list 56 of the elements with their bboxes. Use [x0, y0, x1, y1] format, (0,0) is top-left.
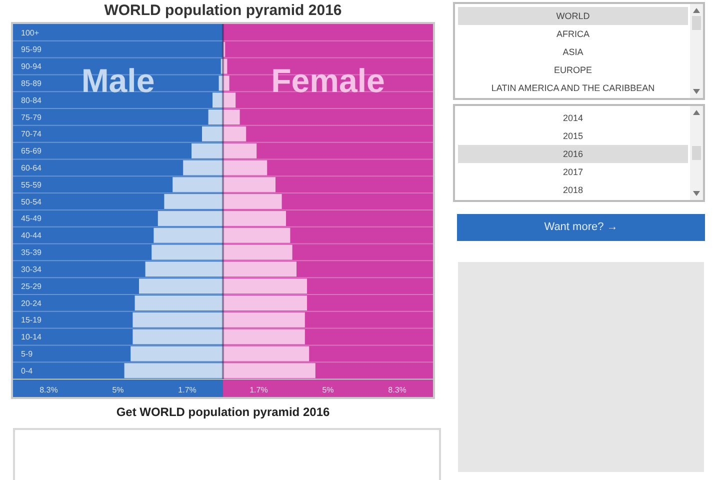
y-tick-label: 10-14	[21, 332, 42, 342]
button: Want more? →	[457, 214, 705, 241]
y-tick-label: 20-24	[21, 298, 42, 308]
y-tick-label: 85-89	[21, 79, 42, 88]
x-tick-label: 5%	[112, 386, 124, 395]
bar	[208, 110, 223, 125]
series-label: Male	[81, 62, 155, 99]
y-tick-label: 70-74	[21, 130, 42, 139]
y-tick-label: 95-99	[21, 45, 42, 54]
bar	[134, 295, 223, 310]
bar	[223, 92, 236, 108]
bar	[223, 363, 316, 378]
bar	[124, 363, 223, 378]
y-tick-label: 25-29	[21, 282, 42, 291]
y-tick-label: 30-34	[21, 264, 42, 274]
x-tick-label: 1.7%	[178, 386, 196, 395]
bar	[223, 278, 307, 294]
y-tick-label: 15-19	[21, 316, 42, 325]
x-tick-label: 8.3%	[40, 386, 58, 395]
year-list: 2014 2015 2016 2017 2018	[453, 104, 705, 202]
series-label: Female	[270, 60, 386, 101]
y-tick-label: 50-54	[21, 197, 42, 206]
bar	[212, 92, 223, 108]
bar	[223, 126, 246, 142]
x-tick-label: 1.7%	[250, 386, 268, 395]
y-tick-label: 5-9	[21, 349, 34, 358]
y-tick-label: 75-79	[21, 112, 42, 122]
y-tick-label: 40-44	[21, 231, 42, 240]
bar	[223, 177, 276, 192]
bar	[158, 210, 223, 226]
x-tick-label: 5%	[322, 386, 334, 395]
bar	[154, 228, 223, 243]
bar	[223, 295, 307, 310]
y-tick-label: 0-4	[21, 366, 34, 376]
y-tick-label: 35-39	[21, 248, 42, 258]
y-tick-label: 90-94	[21, 62, 42, 72]
bar	[132, 312, 223, 328]
bar	[223, 312, 305, 328]
y-tick-label: 100+	[21, 28, 40, 38]
y-tick-label: 45-49	[21, 214, 42, 224]
bar	[223, 228, 290, 243]
bar	[223, 110, 240, 125]
bar	[223, 210, 286, 226]
y-tick-label: 65-69	[21, 146, 42, 156]
y-tick-label: 60-64	[21, 164, 42, 173]
region-list: WORLD AFRICA ASIA EUROPE LATIN AMERICA AND THE CARIBBEAN	[453, 2, 705, 100]
bar	[223, 194, 282, 210]
bar	[202, 126, 223, 142]
bar	[172, 177, 223, 192]
bar	[139, 278, 223, 294]
y-tick-label: 80-84	[21, 96, 42, 105]
x-tick-label: 8.3%	[388, 386, 406, 395]
y-tick-label: 55-59	[21, 180, 42, 190]
text: Get WORLD population pyramid 2016	[115, 404, 331, 420]
chart-title: WORLD population pyramid 2016	[103, 2, 343, 20]
bar	[164, 194, 223, 210]
